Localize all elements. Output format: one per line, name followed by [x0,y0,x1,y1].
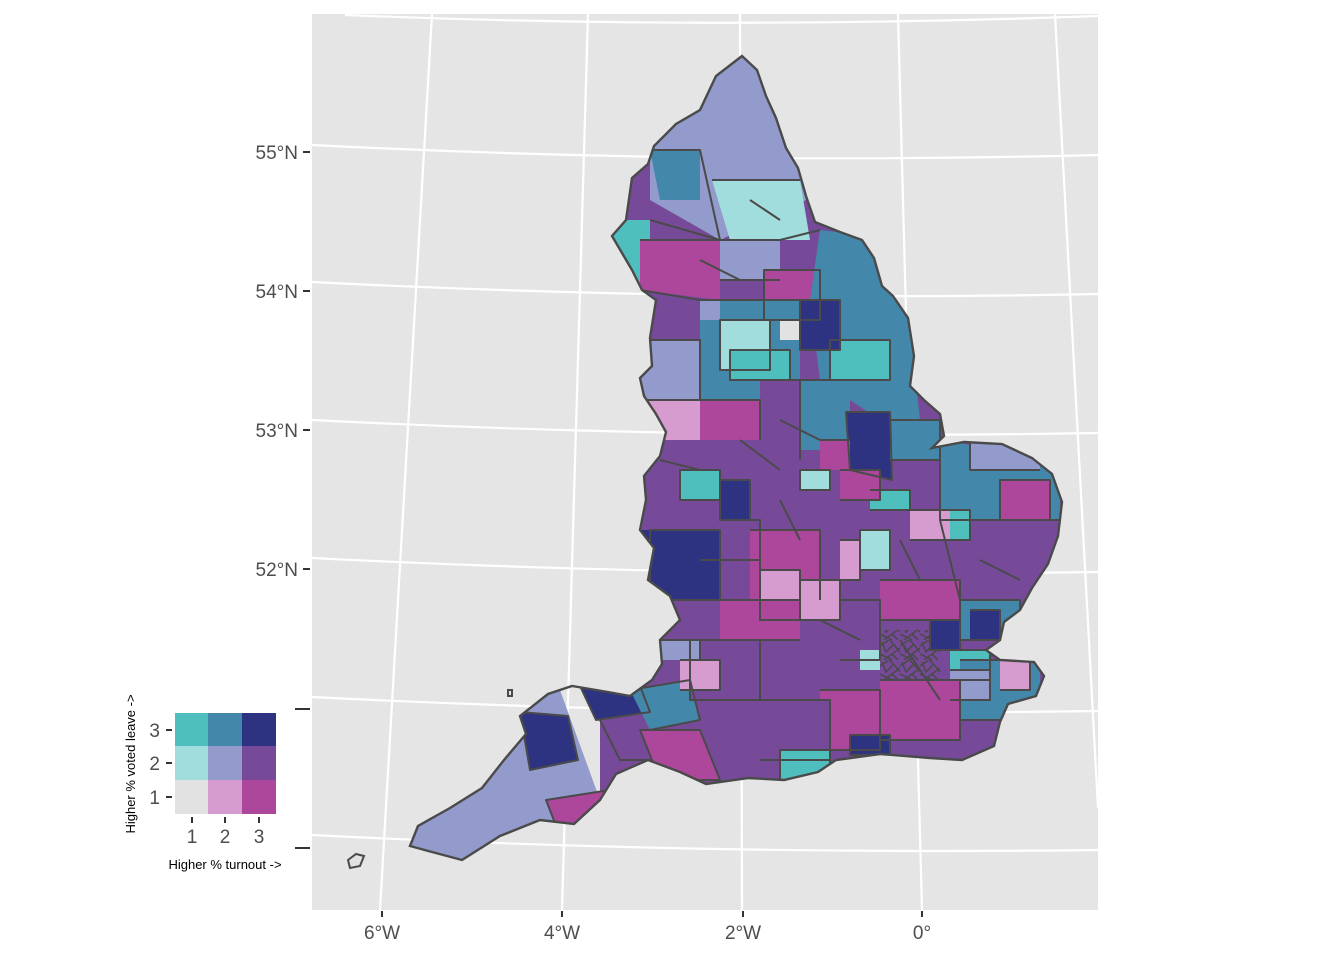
legend-y-tick-3: 3 [149,721,160,742]
legend-cell-2-1 [208,780,242,814]
latitude-axis: 55°N 54°N 53°N 52°N [256,143,310,849]
legend-cell-1-1 [175,780,208,814]
lat-label-54n: 54°N [256,282,298,303]
longitude-axis: 6°W 4°W 2°W 0° [364,911,931,944]
legend-x-tick-2: 2 [220,827,231,848]
legend-cell-3-1 [242,780,276,814]
legend-cell-1-3 [175,713,208,746]
legend-x-title: Higher % turnout -> [168,857,281,872]
lat-label-52n: 52°N [256,560,298,581]
legend-cell-1-2 [175,746,208,780]
legend-cell-2-3 [208,713,242,746]
legend-x-tick-1: 1 [187,827,198,848]
parallel-56n [344,14,1098,24]
lundy-island [507,689,513,697]
legend-y-tick-1: 1 [149,788,160,809]
meridian-6w [378,14,434,910]
legend-y-tick-2: 2 [149,754,160,775]
legend-cell-3-2 [242,746,276,780]
lat-label-55n: 55°N [256,143,298,164]
legend-x-tick-3: 3 [254,827,265,848]
lon-label-2w: 2°W [725,923,761,944]
meridian-2e [1053,14,1098,809]
lon-label-6w: 6°W [364,923,400,944]
lon-label-0: 0° [913,923,931,944]
bivariate-legend: 3 2 1 1 2 3 Higher % turnout -> Higher %… [123,694,282,872]
legend-y-title: Higher % voted leave -> [123,694,138,833]
legend-cell-2-2 [208,746,242,780]
legend-cell-3-3 [242,713,276,746]
isles-of-scilly [346,852,366,870]
lat-label-53n: 53°N [256,421,298,442]
lon-label-4w: 4°W [544,923,580,944]
